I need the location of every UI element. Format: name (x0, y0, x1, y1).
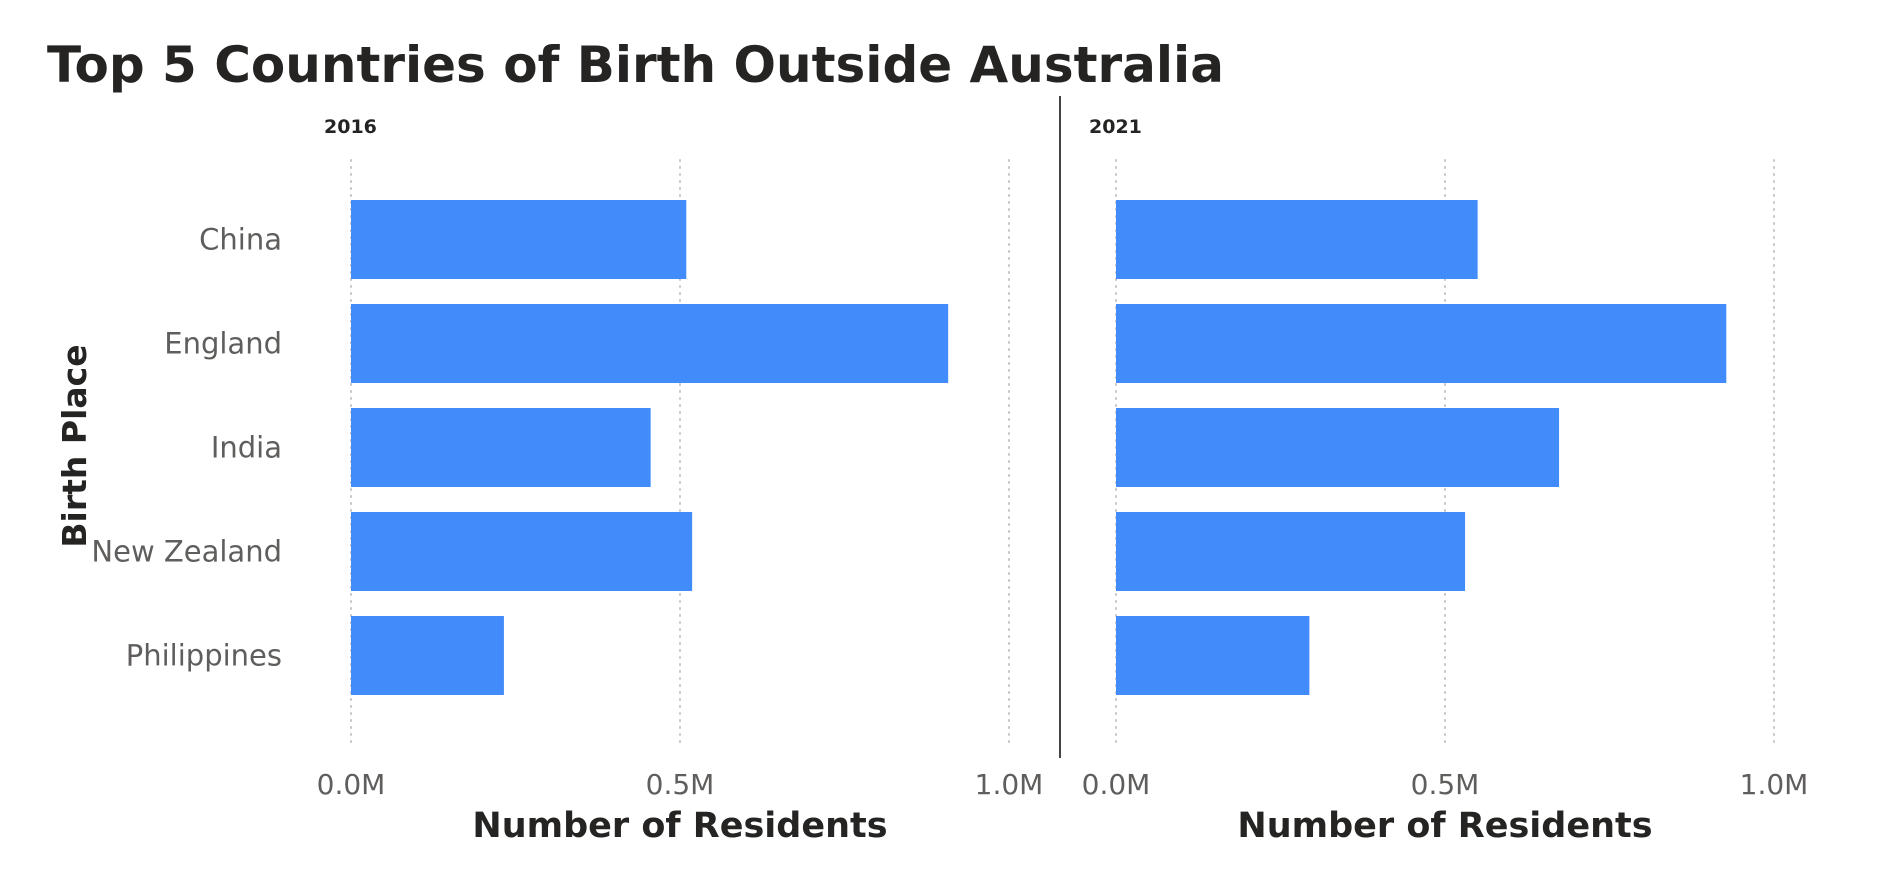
bar-philippines (351, 616, 504, 695)
bar-new-zealand (1116, 512, 1466, 591)
x-tick-label: 0.5M (646, 768, 715, 801)
x-tick-label: 1.0M (975, 768, 1044, 801)
x-axis-label: Number of Residents (1237, 806, 1652, 846)
panel-header: 2021 (1089, 116, 1142, 138)
x-axis-label: Number of Residents (472, 806, 887, 846)
panel-2021: 2021 0.0M 0.5M 1.0M Number of Residents (1082, 116, 1809, 846)
chart-title: Top 5 Countries of Birth Outside Austral… (47, 36, 1224, 94)
bar-england (351, 304, 949, 383)
x-tick-label: 0.5M (1411, 768, 1480, 801)
category-label: Philippines (126, 639, 282, 673)
category-label: China (199, 223, 282, 257)
x-tick-label: 0.0M (317, 768, 386, 801)
x-tick-label: 0.0M (1082, 768, 1151, 801)
category-label: New Zealand (91, 535, 282, 569)
bar-china (351, 200, 687, 279)
bar-new-zealand (351, 512, 693, 591)
panels-group: 2016 0.0M 0.5M 1.0M Number of Residents 2021 0… (91, 116, 1808, 846)
y-axis-label: Birth Place (55, 344, 94, 547)
category-label: England (164, 327, 282, 361)
panel-header: 2016 (324, 116, 377, 138)
bar-philippines (1116, 616, 1310, 695)
bar-india (1116, 408, 1560, 487)
category-label: India (211, 431, 282, 465)
x-tick-label: 1.0M (1740, 768, 1809, 801)
bar-china (1116, 200, 1478, 279)
bar-england (1116, 304, 1727, 383)
panel-2016: 2016 0.0M 0.5M 1.0M Number of Residents (317, 116, 1044, 846)
bar-india (351, 408, 651, 487)
